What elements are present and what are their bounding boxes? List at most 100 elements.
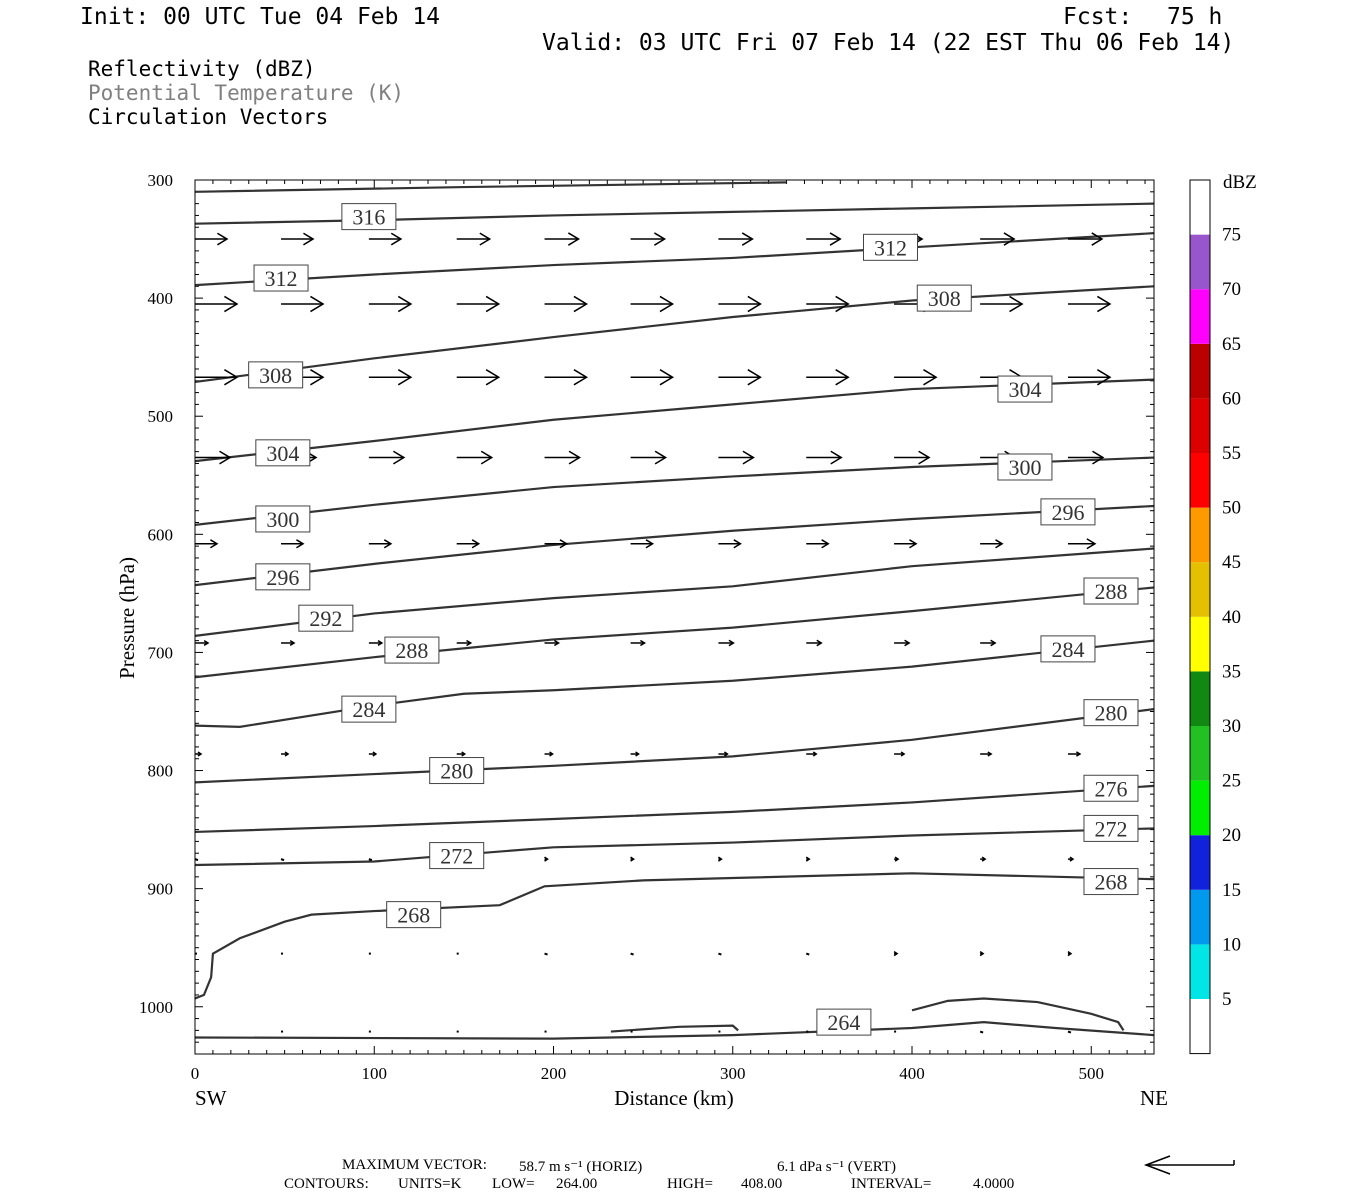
- init-time: Init: 00 UTC Tue 04 Feb 14: [80, 4, 441, 30]
- colorbar-segment: [1190, 944, 1210, 999]
- y-tick-label: 600: [148, 525, 174, 544]
- colorbar-label: 35: [1222, 661, 1241, 682]
- circulation-vector: [894, 856, 900, 862]
- vector-head: [995, 539, 1004, 549]
- vector-head: [923, 369, 938, 386]
- contour-label: 264: [816, 1008, 872, 1036]
- contour-label-text: 284: [1051, 637, 1084, 662]
- contour-label-box: [1040, 498, 1096, 526]
- circulation-vector: [544, 295, 588, 313]
- x-tick-label: 300: [720, 1064, 746, 1083]
- contour-label: 296: [255, 563, 311, 591]
- x-tick-label: 200: [541, 1064, 567, 1083]
- vector-head: [918, 450, 931, 465]
- vector-head: [224, 295, 239, 313]
- circulation-vector: [718, 450, 755, 465]
- contour-label: 312: [862, 233, 918, 261]
- circulation-vector: [456, 751, 467, 757]
- vector-head: [461, 751, 467, 757]
- contour-label-box: [1083, 814, 1139, 842]
- circulation-vector: [544, 639, 560, 647]
- contour-label-box: [862, 233, 918, 261]
- colorbar-label: 20: [1222, 825, 1241, 846]
- circulation-vector: [979, 1030, 984, 1034]
- contour-line: [195, 285, 1154, 384]
- contour-line: [195, 181, 787, 193]
- colorbar-label: 30: [1222, 716, 1241, 737]
- contour-label: 272: [429, 842, 485, 870]
- reference-vector-icon: [1143, 1155, 1235, 1175]
- contour-line: [195, 232, 1154, 287]
- vector-shaft: [805, 952, 810, 956]
- vector-head: [981, 856, 987, 862]
- vector-head: [1096, 295, 1112, 313]
- vector-head: [372, 751, 378, 757]
- vector-head: [397, 369, 413, 386]
- contour-label-box: [1083, 774, 1139, 802]
- colorbar-segment: [1190, 180, 1210, 235]
- vector-head: [392, 450, 406, 465]
- circulation-vector: [195, 751, 203, 757]
- contours-low-label: LOW=: [492, 1176, 535, 1192]
- contour-label: 308: [248, 361, 304, 389]
- vector-head: [471, 539, 481, 549]
- vector-head: [289, 640, 296, 646]
- vector-head: [659, 295, 675, 313]
- y-axis-title: Pressure (hPa): [115, 557, 139, 679]
- contour-label-box: [341, 203, 397, 231]
- contour-line: [195, 872, 1154, 1000]
- contour-label-box: [1083, 577, 1139, 605]
- vector-head: [990, 639, 997, 647]
- vector-head: [203, 640, 210, 646]
- contour-label-text: 288: [395, 638, 428, 663]
- contour-label: 312: [253, 264, 309, 292]
- contour-line: [195, 586, 1154, 679]
- vector-head: [1069, 856, 1075, 862]
- y-tick-label: 400: [148, 289, 174, 308]
- vector-head: [979, 950, 985, 957]
- vector-head: [659, 369, 675, 386]
- theta-contours: [195, 181, 1154, 1040]
- x-axis-title: Distance (km): [614, 1086, 734, 1110]
- colorbar-label: 45: [1222, 552, 1241, 573]
- contours-label: CONTOURS:: [284, 1176, 369, 1192]
- circulation-vector: [1067, 232, 1104, 246]
- contour-label: 288: [384, 636, 440, 664]
- circulation-vector: [630, 639, 647, 647]
- vector-head: [390, 232, 403, 246]
- colorbar-label: 5: [1222, 989, 1232, 1010]
- circulation-vector: [456, 639, 473, 647]
- circulation-vector: [980, 856, 987, 862]
- circulation-vector: [195, 450, 232, 465]
- axis-ticks: [194, 179, 1154, 1055]
- x-tick-label: 500: [1079, 1064, 1105, 1083]
- vector-head: [310, 295, 325, 313]
- contour-label: 276: [1083, 774, 1139, 802]
- colorbar-label: 15: [1222, 880, 1241, 901]
- circulation-vector: [195, 232, 229, 246]
- vector-head: [197, 751, 203, 757]
- contour-label-box: [341, 695, 397, 723]
- colorbar-label: 10: [1222, 934, 1241, 955]
- vector-head: [310, 369, 325, 386]
- contour-label-text: 316: [352, 205, 385, 230]
- vector-head: [1067, 950, 1073, 957]
- contour-label: 268: [386, 901, 442, 929]
- circulation-vector: [894, 639, 911, 647]
- vector-head: [805, 856, 811, 862]
- contours-interval-label: INTERVAL=: [851, 1176, 932, 1192]
- circulation-vector: [544, 856, 549, 862]
- colorbar-segment: [1190, 780, 1210, 836]
- contour-label: 284: [341, 695, 397, 723]
- vector-head: [653, 232, 667, 246]
- contour-label: 296: [1040, 498, 1096, 526]
- contour-label: 304: [997, 375, 1053, 403]
- plot-frame: [194, 179, 1155, 1055]
- x-axis-left-end: SW: [195, 1086, 227, 1110]
- vector-head: [573, 295, 588, 313]
- colorbar-segment: [1190, 671, 1210, 726]
- contour-label-box: [429, 757, 485, 785]
- colorbar-frame: [1189, 179, 1211, 1055]
- contour-label-text: 272: [1094, 816, 1127, 841]
- contour-label-box: [255, 563, 311, 591]
